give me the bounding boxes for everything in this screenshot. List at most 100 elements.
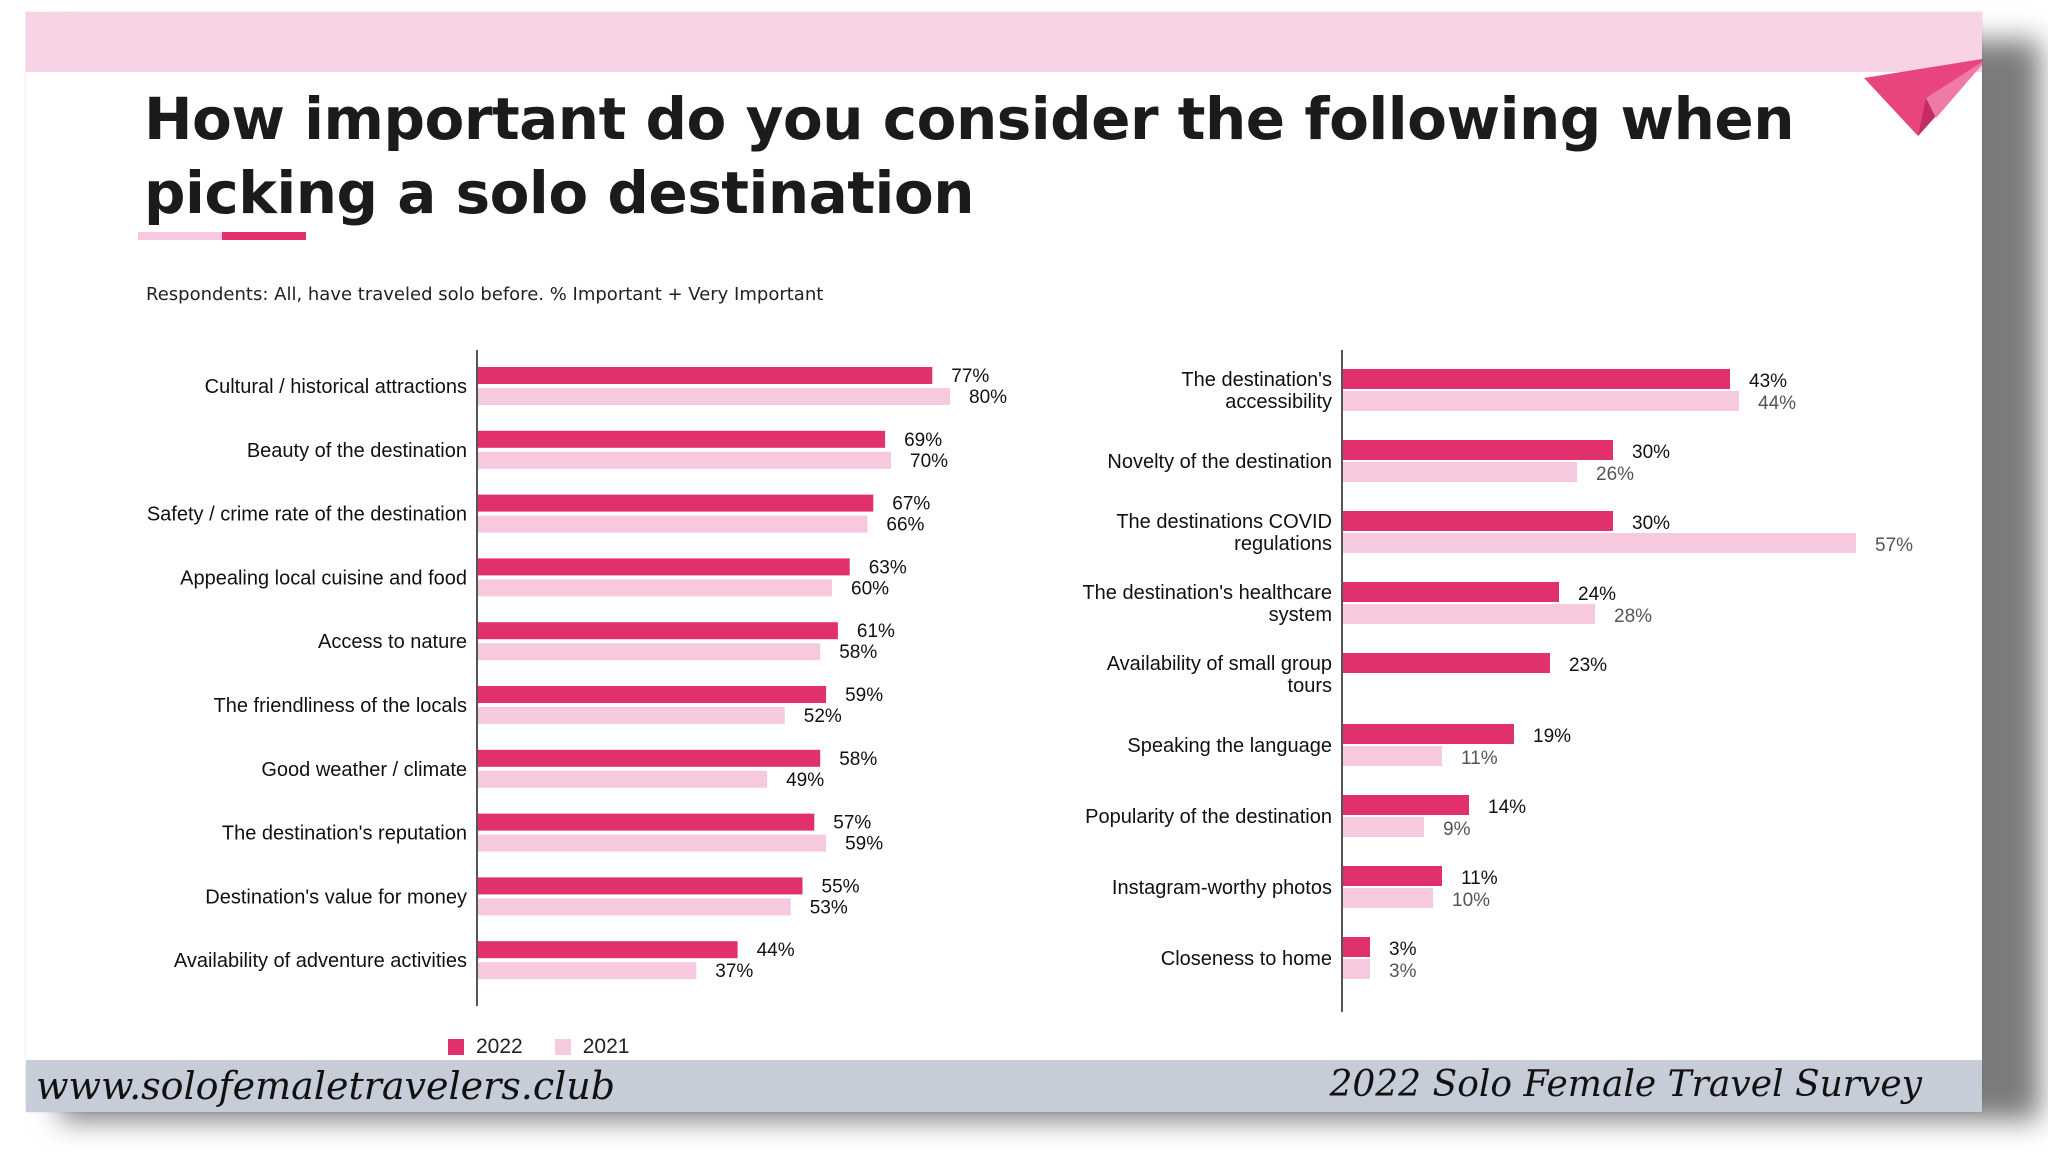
legend: 2022 2021 [448, 1035, 647, 1059]
data-label-2021: 10% [1452, 890, 1490, 911]
bar-2022 [1343, 795, 1469, 815]
data-label-2022: 77% [951, 366, 989, 387]
category-label: Cultural / historical attractions [205, 376, 467, 398]
data-label-2022: 11% [1461, 868, 1498, 889]
data-label-2022: 58% [839, 749, 877, 770]
category-label: The destination's healthcare system [1082, 582, 1332, 626]
data-label-2022: 3% [1389, 939, 1417, 960]
category-label: Closeness to home [1161, 948, 1332, 970]
bar-2022 [478, 558, 850, 576]
data-label-2022: 44% [757, 940, 795, 961]
category-label: Beauty of the destination [247, 440, 467, 462]
bar-2022 [478, 494, 874, 512]
bar-2022 [1343, 724, 1514, 744]
data-label-2021: 52% [804, 706, 842, 727]
category-label-line: tours [1288, 675, 1332, 697]
category-label: Novelty of the destination [1107, 451, 1332, 473]
data-label-2021: 58% [839, 642, 877, 663]
category-label: Access to nature [318, 631, 467, 653]
data-label-2021: 57% [1875, 535, 1913, 556]
category-label: Speaking the language [1127, 735, 1332, 757]
data-label-2022: 67% [892, 494, 930, 515]
bar-2021 [1343, 746, 1442, 766]
data-label-2022: 43% [1749, 371, 1787, 392]
category-label: Popularity of the destination [1085, 806, 1332, 828]
data-label-2022: 24% [1578, 584, 1616, 605]
bar-2021 [478, 834, 827, 852]
data-label-2022: 59% [845, 685, 883, 706]
category-label: Good weather / climate [261, 759, 467, 781]
data-label-2021: 3% [1389, 961, 1417, 982]
category-label-line: The friendliness of the locals [214, 695, 467, 717]
survey-name: 2022 Solo Female Travel Survey [1329, 1064, 1922, 1105]
data-label-2021: 70% [910, 451, 948, 472]
legend-label-2022: 2022 [476, 1035, 523, 1058]
bar-2022 [1343, 937, 1370, 957]
title-underline-dark [222, 232, 306, 240]
category-label-line: Good weather / climate [261, 759, 467, 781]
bar-2022 [478, 941, 738, 959]
legend-label-2021: 2021 [582, 1035, 630, 1058]
chart-area: Cultural / historical attractions 77%80% B… [147, 350, 1913, 1012]
data-label-2022: 69% [904, 430, 942, 451]
category-label: The friendliness of the locals [214, 695, 467, 717]
data-label-2021: 60% [851, 578, 889, 599]
data-label-2022: 61% [857, 621, 895, 642]
data-label-2021: 9% [1443, 819, 1471, 840]
bar-2021 [478, 707, 785, 724]
title-underline-light [138, 232, 222, 240]
bar-2022 [478, 686, 827, 703]
data-label-2021: 28% [1614, 606, 1652, 627]
category-label-line: accessibility [1225, 391, 1332, 413]
category-label: The destinations COVID regulations [1116, 511, 1332, 555]
category-label: The destination's reputation [222, 823, 467, 845]
category-label-line: Cultural / historical attractions [205, 376, 467, 398]
bar-2022 [1343, 369, 1730, 389]
data-label-2022: 30% [1632, 442, 1670, 463]
data-label-2022: 55% [822, 876, 860, 897]
category-label-line: The destinations COVID [1116, 511, 1332, 533]
data-label-2021: 59% [845, 834, 883, 855]
bar-2022 [478, 430, 886, 448]
category-label-line: regulations [1234, 533, 1332, 555]
bar-2021 [478, 515, 868, 533]
data-label-2022: 63% [869, 557, 907, 578]
data-label-2021: 66% [886, 515, 924, 536]
data-label-2021: 80% [969, 387, 1007, 408]
data-label-2021: 26% [1596, 464, 1634, 485]
legend-item-2022: 2022 [448, 1035, 523, 1059]
bar-2021 [478, 770, 768, 788]
category-label-line: Popularity of the destination [1085, 806, 1332, 828]
paper-plane-icon [1864, 58, 1982, 136]
legend-item-2021: 2021 [554, 1035, 630, 1059]
category-label: The destination's accessibility [1181, 369, 1332, 413]
bar-2021 [478, 643, 821, 661]
data-label-2022: 19% [1533, 726, 1571, 747]
data-label-2021: 11% [1461, 748, 1498, 769]
bar-2021 [478, 451, 891, 469]
subtitle: Respondents: All, have traveled solo bef… [146, 284, 824, 305]
bar-2021 [478, 898, 791, 916]
category-label: Destination's value for money [205, 886, 467, 908]
bar-2021 [1343, 959, 1370, 979]
footer-bar: www.solofemaletravelers.club 2022 Solo F… [26, 1060, 1982, 1112]
bar-2022 [478, 749, 821, 767]
bar-2021 [1343, 391, 1739, 411]
website-link[interactable]: www.solofemaletravelers.club [36, 1064, 616, 1108]
bar-2022 [1343, 582, 1559, 602]
category-label-line: Beauty of the destination [247, 440, 467, 462]
category-label-line: Novelty of the destination [1107, 451, 1332, 473]
bar-2022 [1343, 653, 1550, 673]
bar-2021 [1343, 604, 1595, 624]
data-label-2021: 49% [786, 770, 824, 791]
bar-2022 [1343, 866, 1442, 886]
category-label: Availability of small group tours [1107, 653, 1332, 697]
category-label-line: Destination's value for money [205, 886, 467, 908]
data-label-2021: 53% [810, 897, 848, 918]
category-label-line: Appealing local cuisine and food [180, 567, 467, 589]
bar-2022 [478, 622, 838, 640]
category-label-line: Safety / crime rate of the destination [147, 504, 467, 526]
category-label-line: The destination's healthcare [1082, 582, 1332, 604]
data-label-2022: 14% [1488, 797, 1526, 818]
category-label: Safety / crime rate of the destination [147, 504, 467, 526]
